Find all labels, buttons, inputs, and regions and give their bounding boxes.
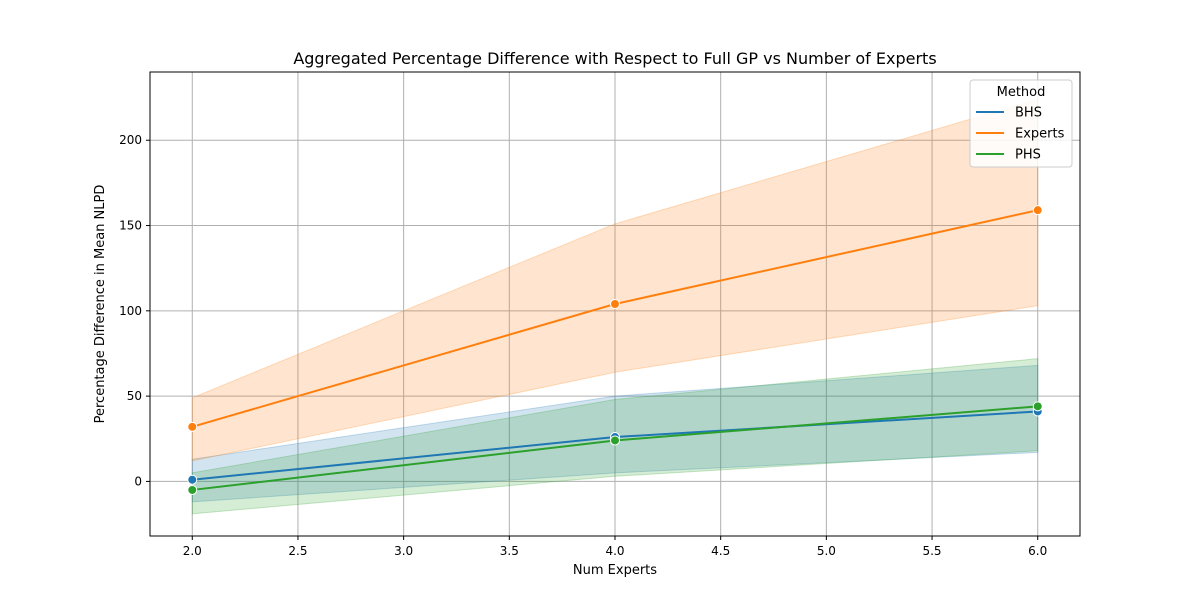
x-tick-label: 6.0 (1028, 544, 1047, 558)
y-tick-label: 0 (134, 474, 142, 488)
data-point-experts (1032, 205, 1043, 216)
y-axis-label: Percentage Difference in Mean NLPD (93, 185, 108, 424)
confidence-band-experts (191, 98, 1039, 462)
data-point-phs (1032, 401, 1043, 412)
x-tick-label: 5.0 (817, 544, 836, 558)
legend-title: Method (997, 85, 1046, 100)
data-point-bhs (187, 474, 198, 485)
legend-label-phs: PHS (1015, 148, 1041, 163)
series-markers (187, 205, 1043, 495)
x-tick-label: 3.0 (394, 544, 413, 558)
x-tick-label: 4.5 (711, 544, 730, 558)
x-axis-label: Num Experts (573, 563, 657, 578)
data-point-experts (187, 421, 198, 432)
x-tick-label: 4.0 (605, 544, 624, 558)
data-point-phs (610, 435, 620, 446)
x-tick-label: 2.5 (288, 544, 307, 558)
legend-label-bhs: BHS (1015, 106, 1042, 121)
y-tick-label: 150 (119, 219, 142, 233)
data-point-experts (610, 299, 620, 309)
x-tick-label: 3.5 (500, 544, 519, 558)
chart-title: Aggregated Percentage Difference with Re… (293, 49, 936, 68)
x-tick-label: 5.5 (922, 544, 941, 558)
legend-label-experts: Experts (1015, 127, 1065, 142)
x-tick-label: 2.0 (183, 544, 202, 558)
y-tick-label: 200 (119, 133, 142, 147)
legend: Method BHS Experts PHS (969, 79, 1073, 168)
y-tick-label: 100 (119, 304, 142, 318)
legend-box (969, 79, 1073, 168)
axis-ticks: 2.0 2.5 3.0 3.5 4.0 4.5 5.0 5.5 6.0 0 50 100 150 200 (119, 133, 1047, 558)
data-point-phs (187, 484, 198, 495)
y-tick-label: 50 (127, 389, 142, 403)
